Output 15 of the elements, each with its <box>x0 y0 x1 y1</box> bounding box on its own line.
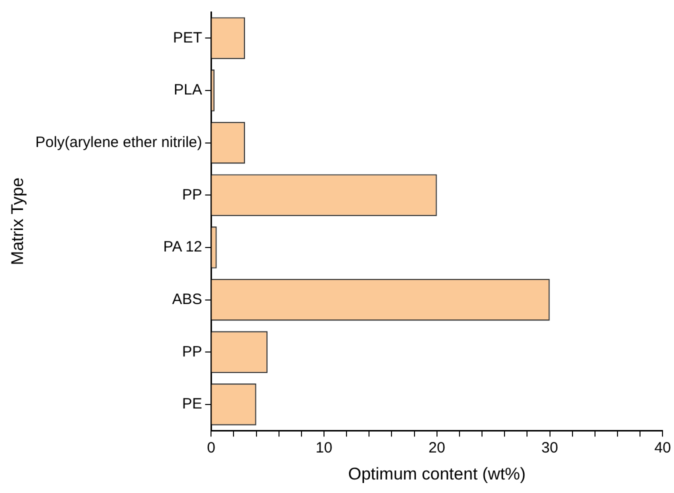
x-tick-label: 20 <box>428 440 446 457</box>
x-tick-label: 10 <box>316 440 332 457</box>
y-tick-label: PLA <box>174 82 202 99</box>
x-tick-label: 30 <box>541 440 558 457</box>
x-tick-label: 40 <box>654 440 671 457</box>
y-tick-label: PA 12 <box>163 238 202 256</box>
y-tick-label: PET <box>172 29 202 46</box>
x-axis-title: Optimum content (wt%) <box>348 464 526 484</box>
x-tick-label: 0 <box>206 440 216 457</box>
y-tick-label: ABS <box>172 290 202 308</box>
y-tick-label: Poly(arylene ether nitrile) <box>35 134 202 151</box>
y-tick-label: PE <box>182 396 202 413</box>
y-tick-label: PP <box>182 186 202 204</box>
y-axis-title: Matrix Type <box>8 178 27 266</box>
y-tick-label: PP <box>182 343 202 360</box>
